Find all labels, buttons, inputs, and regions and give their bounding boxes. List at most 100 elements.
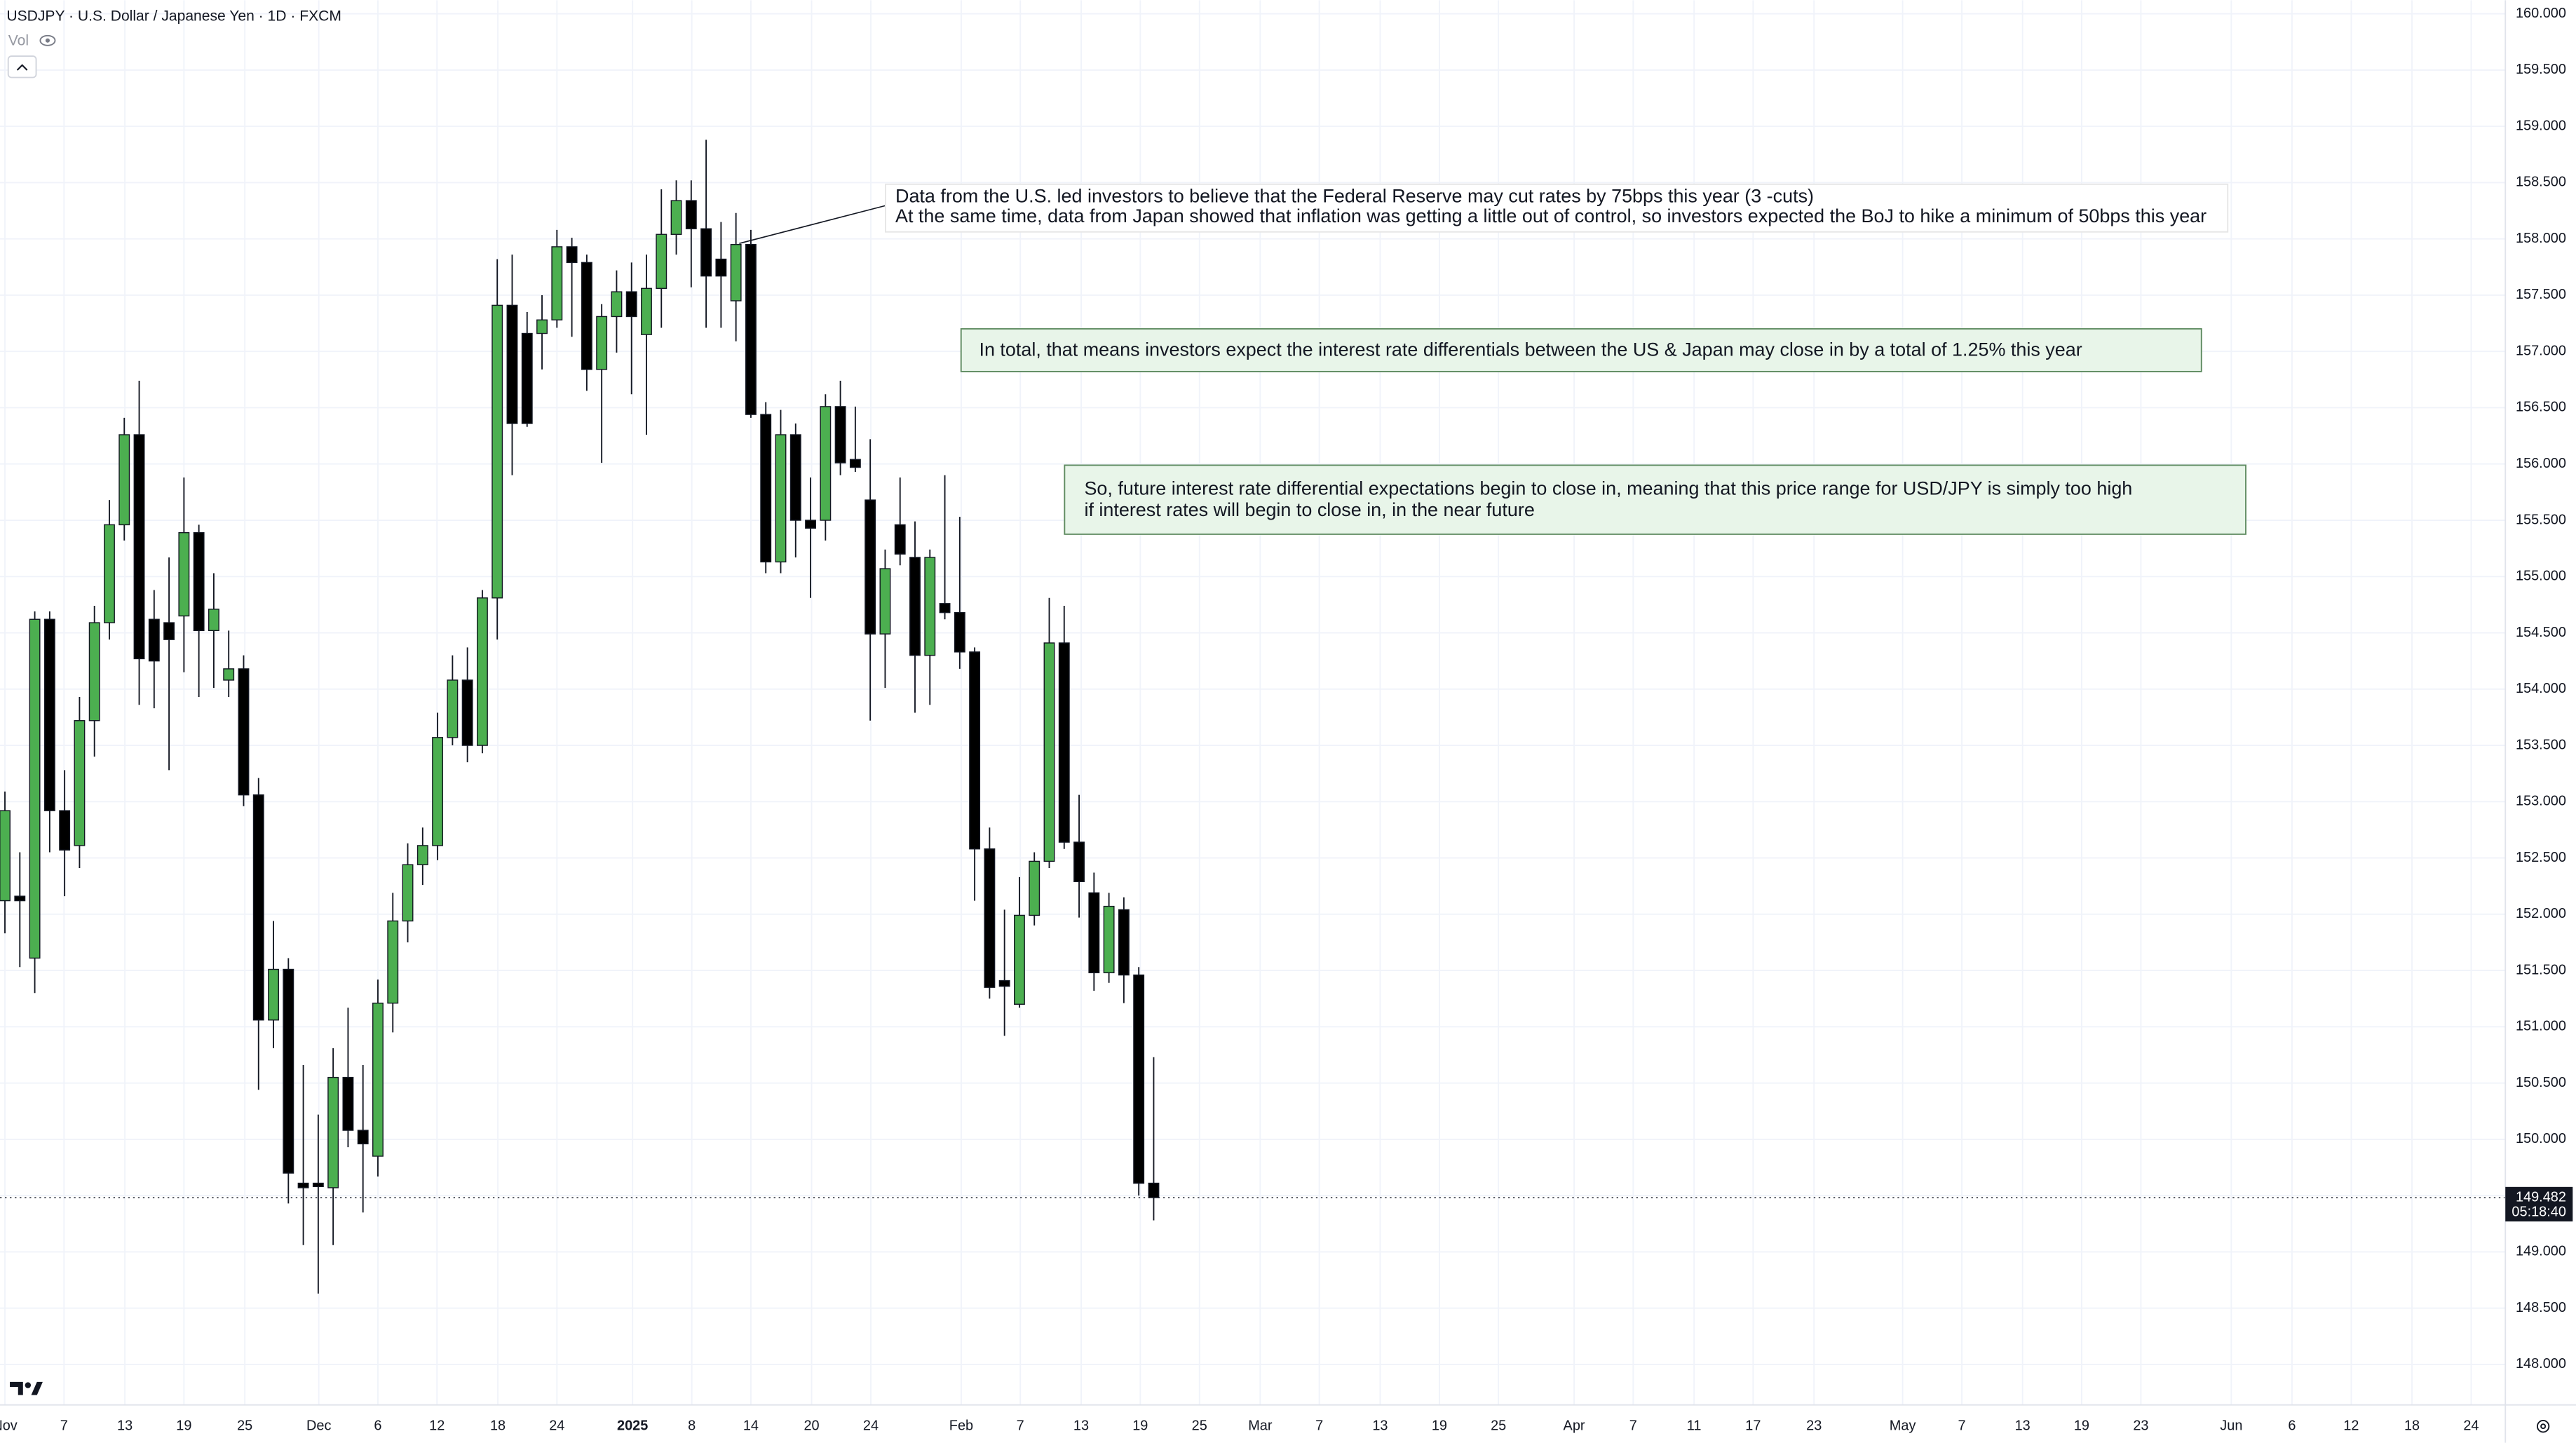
candle-body	[865, 499, 876, 635]
x-tick-label: 2025	[617, 1418, 648, 1433]
x-tick-label: 13	[117, 1418, 133, 1433]
y-tick-label: 160.000	[2516, 6, 2566, 21]
logo	[10, 1381, 43, 1395]
y-tick-label: 150.500	[2516, 1075, 2566, 1090]
candle-body	[909, 557, 921, 656]
y-tick-label: 156.000	[2516, 456, 2566, 471]
candle-body	[1058, 642, 1070, 843]
x-tick-label: 25	[237, 1418, 252, 1433]
last-price-tag	[2505, 1186, 2573, 1222]
candle-body	[88, 622, 100, 722]
x-tick-label: 19	[1132, 1418, 1148, 1433]
annotation-connector	[739, 205, 886, 244]
x-tick-label: Jun	[2220, 1418, 2242, 1433]
visibility-icon[interactable]	[39, 34, 56, 46]
x-tick-label: 23	[1806, 1418, 1822, 1433]
candle-body	[760, 414, 772, 563]
candle-body	[492, 304, 503, 599]
x-tick-label: 17	[1745, 1418, 1761, 1433]
y-tick-label: 159.500	[2516, 62, 2566, 77]
x-tick-label: 18	[490, 1418, 506, 1433]
y-tick-label: 153.000	[2516, 794, 2566, 809]
x-tick-label: 25	[1192, 1418, 1207, 1433]
annotations: Data from the U.S. led investors to beli…	[739, 183, 2246, 535]
candle-body	[775, 434, 787, 563]
x-tick-label: 19	[2074, 1418, 2089, 1433]
annotation-text: So, future interest rate differential ex…	[1084, 478, 2132, 499]
x-tick-label: Dec	[306, 1418, 331, 1433]
x-tick-label: 24	[863, 1418, 879, 1433]
candle-body	[43, 618, 55, 811]
candle-body	[596, 316, 608, 370]
last-price-label: 149.482	[2516, 1189, 2566, 1205]
candle-body	[327, 1076, 339, 1188]
candle-body	[954, 611, 965, 653]
x-tick-label: 13	[1372, 1418, 1388, 1433]
annotation-text: if interest rates will begin to close in…	[1084, 499, 1534, 520]
x-tick-label: 14	[743, 1418, 759, 1433]
x-tick-label: 7	[1017, 1418, 1024, 1433]
candle-body	[342, 1076, 354, 1131]
x-tick-label: 7	[60, 1418, 68, 1433]
y-tick-label: 152.500	[2516, 850, 2566, 865]
x-tick-label: Feb	[949, 1418, 973, 1433]
candle-body	[238, 668, 250, 796]
x-tick-label: 24	[549, 1418, 564, 1433]
annotation-text: Data from the U.S. led investors to beli…	[895, 186, 1814, 207]
y-tick-label: 153.500	[2516, 737, 2566, 752]
x-tick-label: 12	[2343, 1418, 2359, 1433]
y-tick-label: 155.000	[2516, 569, 2566, 584]
candle-body	[148, 618, 160, 662]
annotation-text: At the same time, data from Japan showed…	[895, 205, 2206, 226]
settings-icon[interactable]	[2536, 1420, 2550, 1433]
candle-body	[476, 597, 488, 746]
candle-body	[118, 434, 130, 526]
candle-body	[1073, 841, 1085, 882]
collapse-button[interactable]	[7, 55, 37, 79]
indicator-label: Vol	[8, 33, 29, 49]
candle-body	[1029, 860, 1040, 916]
candle-body	[789, 434, 801, 521]
x-tick-label: 19	[1432, 1418, 1447, 1433]
candle-body	[1103, 905, 1115, 974]
candle-body	[551, 246, 563, 320]
candle-body	[939, 603, 951, 614]
candle-body	[357, 1130, 369, 1145]
y-tick-label: 157.000	[2516, 343, 2566, 358]
candle-body	[29, 618, 41, 959]
candle-body	[14, 895, 26, 902]
y-tick-label: 157.500	[2516, 287, 2566, 302]
candle-body	[163, 622, 175, 640]
y-tick-label: 149.000	[2516, 1244, 2566, 1259]
candle-body	[432, 737, 444, 846]
candle-body	[849, 459, 861, 468]
candle-body	[372, 1002, 384, 1157]
x-tick-label: 7	[1629, 1418, 1637, 1433]
candle-body	[745, 244, 757, 415]
candle-body	[1148, 1182, 1160, 1198]
candle-body	[133, 434, 145, 660]
candle-body	[268, 968, 279, 1021]
x-tick-label: Apr	[1564, 1418, 1585, 1433]
candle-body	[416, 845, 428, 865]
y-tick-label: 151.500	[2516, 962, 2566, 977]
y-tick-label: 159.000	[2516, 118, 2566, 133]
candle-body	[984, 848, 996, 988]
candle-body	[730, 244, 742, 302]
candle-body	[104, 524, 115, 623]
candle-body	[998, 980, 1010, 987]
candle-body	[611, 291, 623, 318]
candle-body	[74, 720, 86, 846]
candle-body	[178, 531, 190, 617]
candle-body	[969, 651, 981, 850]
annotation-box	[1064, 464, 2246, 535]
candle-body	[625, 291, 637, 318]
x-tick-label: May	[1890, 1418, 1916, 1433]
candle-body	[656, 233, 667, 290]
countdown-label: 05:18:40	[2511, 1204, 2566, 1219]
candle-body	[879, 568, 891, 635]
y-tick-label: 151.000	[2516, 1019, 2566, 1034]
candle-body	[297, 1182, 309, 1188]
